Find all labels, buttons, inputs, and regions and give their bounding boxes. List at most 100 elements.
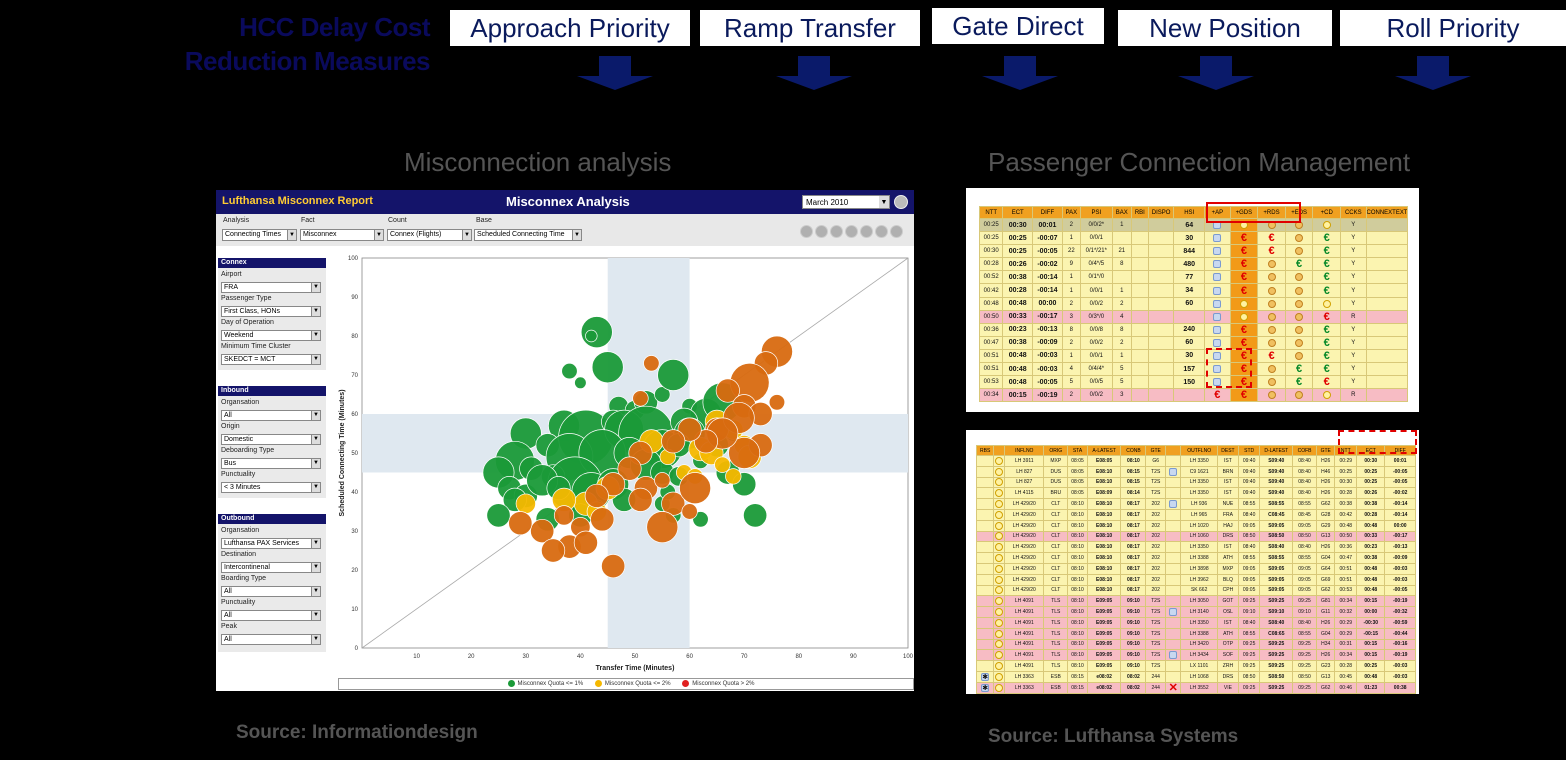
bulb-icon[interactable] <box>1322 391 1331 400</box>
bulb-icon[interactable] <box>995 500 1004 509</box>
plane-icon[interactable] <box>1213 351 1222 360</box>
day-of-operation-select[interactable]: Weekend ▼ <box>221 330 321 341</box>
plane-icon[interactable] <box>1213 286 1222 295</box>
table-row[interactable]: 00:53 00:48 -00:05 5 0/0/5 5 150 € € € Y <box>978 375 1409 390</box>
plane-icon[interactable] <box>1213 260 1222 269</box>
table-row[interactable]: 00:30 00:25 -00:05 22 0/1*/21* 21 844 € € € Y <box>978 244 1409 259</box>
table-row[interactable]: LH 429/20 CLT 08:10 E08:10 08:17 202 LH 1020 HA… <box>975 519 1416 532</box>
close-icon[interactable]: ✕ <box>1168 682 1178 694</box>
euro-icon[interactable]: € <box>1323 323 1330 336</box>
month-select[interactable]: March 2010 ▼ <box>802 195 890 209</box>
destination-select[interactable]: Intercontinenal ▼ <box>221 562 321 573</box>
base-select[interactable]: Scheduled Connecting Time ▼ <box>474 229 582 241</box>
inbound-organisation-select[interactable]: All ▼ <box>221 410 321 421</box>
bulb-icon[interactable] <box>1322 221 1331 230</box>
table-row[interactable]: LH 4091 TLS 08:10 E09:05 09:10 T2S LH 3420 OTP 0… <box>975 638 1416 651</box>
hand-icon[interactable] <box>1267 391 1276 400</box>
star-icon[interactable]: ✱ <box>981 683 990 692</box>
column-header[interactable]: D-LATEST <box>1259 445 1294 456</box>
euro-icon[interactable]: € <box>1240 284 1247 297</box>
euro-icon[interactable]: € <box>1323 336 1330 349</box>
bulb-icon[interactable] <box>995 521 1004 530</box>
plane-icon[interactable] <box>1213 365 1222 374</box>
column-header[interactable]: RBS <box>975 445 995 456</box>
origin-select[interactable]: Domestic ▼ <box>221 434 321 445</box>
save-icon[interactable] <box>845 225 858 238</box>
table-row[interactable]: 00:42 00:28 -00:14 1 0/0/1 1 34 € € Y <box>978 283 1409 298</box>
bulb-icon[interactable] <box>995 554 1004 563</box>
home-icon[interactable] <box>800 225 813 238</box>
euro-icon[interactable]: € <box>1323 232 1330 245</box>
column-header[interactable]: STD <box>1237 445 1261 456</box>
hand-icon[interactable] <box>1267 312 1276 321</box>
table-row[interactable]: LH 429/20 CLT 08:10 E08:10 08:17 202 LH 3350 IS… <box>975 541 1416 554</box>
boarding-type-select[interactable]: All ▼ <box>221 586 321 597</box>
table-row[interactable]: 00:28 00:26 -00:02 9 0/4*/5 8 480 € € € Y <box>978 257 1409 272</box>
bulb-icon[interactable] <box>1322 299 1331 308</box>
column-header[interactable]: CCKS <box>1340 206 1367 219</box>
settings-icon[interactable] <box>875 225 888 238</box>
outbound-punctuality-select[interactable]: All ▼ <box>221 610 321 621</box>
column-header[interactable]: DEST <box>1217 445 1239 456</box>
column-header[interactable]: ORIG <box>1043 445 1069 456</box>
euro-icon[interactable]: € <box>1323 349 1330 362</box>
column-header[interactable]: +CD <box>1312 206 1342 219</box>
hand-icon[interactable] <box>1267 338 1276 347</box>
minimum-time-cluster-select[interactable]: SKEDCT = MCT ▼ <box>221 354 321 365</box>
bulb-icon[interactable] <box>995 640 1004 649</box>
deboarding-type-select[interactable]: Bus ▼ <box>221 458 321 469</box>
euro-icon[interactable]: € <box>1323 284 1330 297</box>
table-row[interactable]: LH 429/20 CLT 08:10 E08:10 08:17 202 LH 936 NUE… <box>975 498 1416 510</box>
count-select[interactable]: Connex (Flights) ▼ <box>387 229 472 241</box>
help-icon[interactable] <box>890 225 903 238</box>
plane-icon[interactable] <box>1213 312 1222 321</box>
table-row[interactable]: LH 429/20 CLT 08:10 E08:10 08:17 202 SK 662 CPH… <box>975 584 1416 597</box>
euro-icon[interactable]: € <box>1323 363 1330 376</box>
hand-icon[interactable] <box>1267 273 1276 282</box>
column-header[interactable]: DIFF <box>1032 206 1063 219</box>
bulb-icon[interactable] <box>995 489 1004 498</box>
column-header[interactable]: CONNEXTEXT <box>1365 206 1409 219</box>
euro-icon[interactable]: € <box>1323 258 1330 271</box>
inbound-punctuality-select[interactable]: < 3 Minutes ▼ <box>221 482 321 493</box>
euro-icon[interactable]: € <box>1240 245 1247 258</box>
plane-icon[interactable] <box>1169 467 1178 476</box>
hand-icon[interactable] <box>1295 299 1304 308</box>
plane-icon[interactable] <box>1169 651 1178 660</box>
bulb-icon[interactable] <box>995 618 1004 627</box>
column-header[interactable]: BAX <box>1111 206 1132 219</box>
euro-icon[interactable]: € <box>1296 258 1303 271</box>
passenger-type-select[interactable]: First Class, HONs ▼ <box>221 306 321 317</box>
bulb-icon[interactable] <box>995 575 1004 584</box>
bulb-icon[interactable] <box>995 683 1004 692</box>
table-row[interactable]: 00:50 00:33 -00:17 3 0/3*/0 4 € R <box>978 309 1409 324</box>
hand-icon[interactable] <box>1267 299 1276 308</box>
bulb-icon[interactable] <box>995 510 1004 519</box>
table-row[interactable]: LH 429/20 CLT 08:10 E08:10 08:17 202 LH 3962 BL… <box>975 573 1416 586</box>
table-row[interactable]: LH 429/20 CLT 08:10 E08:10 08:17 202 LH 965 FRA… <box>975 508 1416 521</box>
hand-icon[interactable] <box>1295 351 1304 360</box>
table-row[interactable]: LH 4091 TLS 08:10 E09:05 09:10 T2S LH 3140 OSL 0… <box>975 606 1416 618</box>
plane-icon[interactable] <box>1213 299 1222 308</box>
euro-icon[interactable]: € <box>1240 363 1247 376</box>
column-header[interactable]: DISPO <box>1147 206 1175 219</box>
plane-icon[interactable] <box>1213 378 1222 387</box>
table-row[interactable]: LH 429/20 CLT 08:10 E08:10 08:17 202 LH 1060 DR… <box>975 530 1416 543</box>
hand-icon[interactable] <box>1267 325 1276 334</box>
hand-icon[interactable] <box>1267 286 1276 295</box>
bulb-icon[interactable] <box>995 467 1004 476</box>
column-header[interactable]: INFLNO <box>1004 445 1045 456</box>
table-row[interactable]: ✱ LH 3363 ESB 08:15 e08:02 08:02 244 ✕ LH 3552 VI… <box>975 681 1416 694</box>
euro-icon[interactable]: € <box>1240 271 1247 284</box>
bulb-icon[interactable] <box>995 456 1004 465</box>
hand-icon[interactable] <box>1295 247 1304 256</box>
bulb-icon[interactable] <box>995 543 1004 552</box>
hand-icon[interactable] <box>1295 273 1304 282</box>
table-row[interactable]: LH 827 DUS 08:05 E08:10 08:15 T2S LH 3350 IST 09… <box>975 476 1416 489</box>
column-header[interactable]: CONB <box>1120 445 1147 456</box>
bulb-icon[interactable] <box>995 672 1004 681</box>
hand-icon[interactable] <box>1295 286 1304 295</box>
column-header[interactable]: GTE <box>1145 445 1166 456</box>
euro-icon[interactable]: € <box>1323 245 1330 258</box>
hand-icon[interactable] <box>1267 378 1276 387</box>
